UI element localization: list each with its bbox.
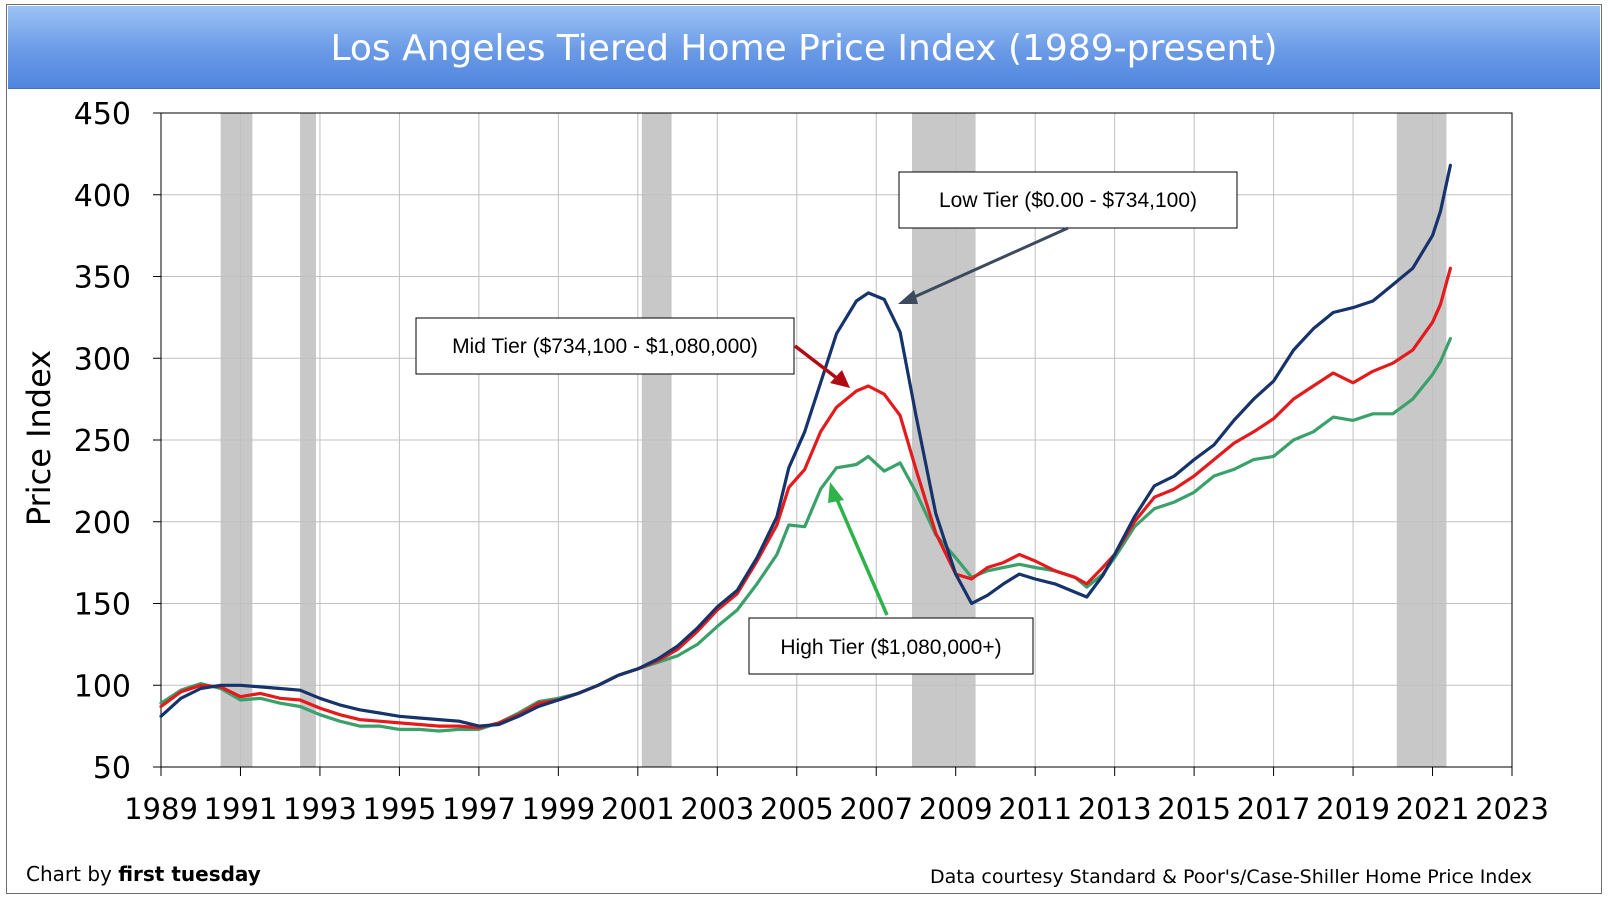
- y-tick-label: 250: [74, 424, 131, 459]
- annotation-high-arrow: [834, 496, 889, 616]
- y-tick-label: 50: [93, 751, 131, 786]
- x-tick-label: 1991: [204, 792, 278, 826]
- title-bar: Los Angeles Tiered Home Price Index (198…: [8, 6, 1600, 89]
- y-axis-label: Price Index: [20, 350, 58, 526]
- x-tick-label: 1993: [283, 792, 357, 826]
- x-tick-label: 1997: [442, 792, 516, 826]
- y-tick-label: 300: [74, 342, 131, 377]
- series-line-low: [159, 163, 1452, 728]
- x-tick-label: 1995: [363, 792, 437, 826]
- annotation-high-label: High Tier ($1,080,000+): [780, 636, 1001, 659]
- x-tick-label: 2021: [1396, 792, 1470, 826]
- chart-title: Los Angeles Tiered Home Price Index (198…: [330, 28, 1278, 69]
- x-tick-label: 2015: [1157, 792, 1231, 826]
- x-tick-label: 2023: [1475, 792, 1549, 826]
- annotation-mid: Mid Tier ($734,100 - $1,080,000): [415, 317, 850, 388]
- x-tick-label: 1999: [521, 792, 595, 826]
- y-tick-label: 200: [74, 506, 131, 541]
- y-tick-label: 350: [74, 261, 131, 296]
- x-tick-label: 1989: [124, 792, 198, 826]
- x-tick-label: 2001: [601, 792, 675, 826]
- annotation-low-arrow: [911, 226, 1069, 300]
- y-tick-label: 450: [74, 97, 131, 132]
- x-tick-label: 2007: [839, 792, 913, 826]
- annotation-mid-box: [415, 317, 795, 375]
- series-line-mid: [159, 266, 1452, 730]
- gridlines: [161, 113, 1512, 767]
- annotation-low-arrowhead: [898, 290, 918, 304]
- x-tick-label: 2011: [998, 792, 1072, 826]
- annotation-low-label: Low Tier ($0.00 - $734,100): [939, 189, 1197, 212]
- x-tick-label: 2019: [1316, 792, 1390, 826]
- annotation-mid-arrow: [793, 344, 840, 381]
- data-source: Data courtesy Standard & Poor's/Case-Shi…: [929, 866, 1532, 888]
- y-tick-label: 150: [74, 588, 131, 623]
- annotation-low-box: [898, 171, 1238, 229]
- credit-prefix: Chart by: [26, 862, 119, 886]
- y-tick-label: 100: [74, 669, 131, 704]
- annotation-mid-arrowhead: [830, 370, 850, 388]
- annotation-high: High Tier ($1,080,000+): [748, 482, 1034, 675]
- annotation-low: Low Tier ($0.00 - $734,100): [898, 171, 1238, 304]
- x-tick-label: 2013: [1078, 792, 1152, 826]
- credit-name: first tuesday: [118, 862, 261, 886]
- x-tick-label: 2003: [680, 792, 754, 826]
- annotation-high-box: [748, 617, 1034, 675]
- annotation-mid-label: Mid Tier ($734,100 - $1,080,000): [452, 335, 758, 358]
- x-tick-label: 2005: [760, 792, 834, 826]
- y-tick-label: 400: [74, 179, 131, 214]
- x-tick-label: 2009: [919, 792, 993, 826]
- chart-frame: [6, 4, 1602, 894]
- series-lines: [159, 163, 1452, 733]
- chart-credit: Chart by first tuesday: [26, 862, 261, 886]
- x-tick-label: 2017: [1237, 792, 1311, 826]
- series-line-high: [159, 337, 1452, 733]
- annotation-high-arrowhead: [828, 482, 844, 503]
